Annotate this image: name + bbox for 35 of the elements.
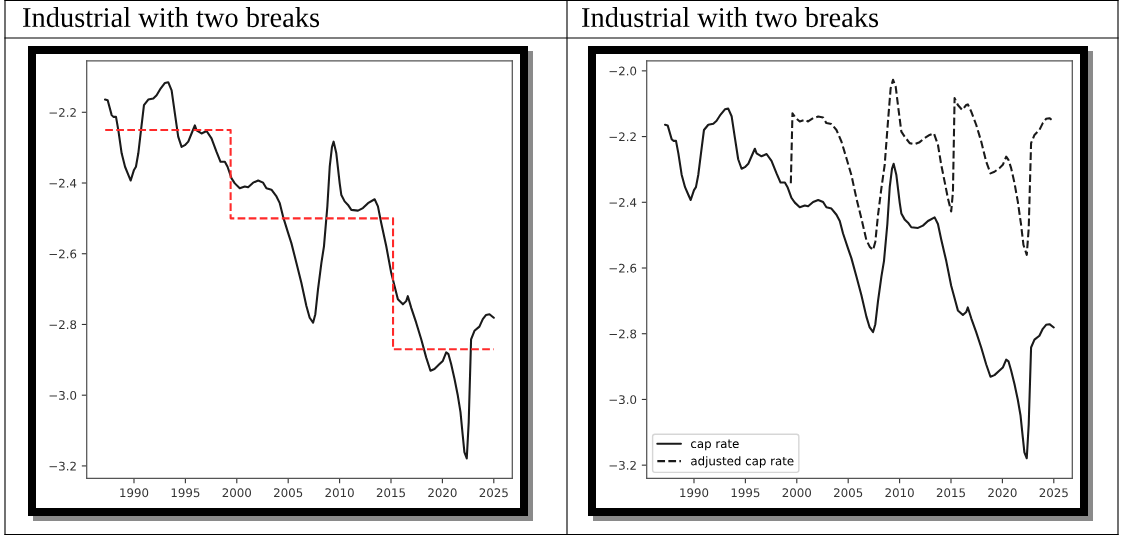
y-tick-label: −2.6 — [609, 263, 637, 273]
y-tick-label: −3.2 — [609, 460, 636, 470]
x-tick-label: 1990 — [120, 488, 149, 498]
x-tick-label: 2020 — [988, 488, 1017, 498]
x-tick-label: 2000 — [782, 488, 812, 498]
y-tick-label: −2.0 — [609, 66, 637, 76]
y-tick-label: −2.8 — [609, 329, 637, 339]
y-tick-label: −2.4 — [609, 198, 637, 207]
y-tick-label: −2.4 — [49, 178, 77, 188]
y-tick-label: −2.2 — [49, 108, 76, 117]
line-series — [103, 81, 495, 460]
y-tick-label: −3.2 — [49, 461, 76, 471]
x-tick-label: 2015 — [376, 488, 405, 498]
x-tick-label: 2010 — [885, 488, 914, 498]
x-tick-label: 1995 — [171, 488, 200, 498]
x-tick-label: 2005 — [274, 488, 303, 498]
y-tick-label: −3.0 — [49, 390, 77, 400]
legend-label: cap rate — [691, 439, 739, 451]
chart-title: Industrial with two breaks — [23, 7, 320, 28]
y-tick-label: −2.8 — [49, 320, 77, 330]
x-tick-label: 2025 — [1039, 488, 1068, 498]
y-tick-label: −2.2 — [609, 132, 636, 142]
x-tick-label: 2005 — [834, 488, 863, 498]
y-tick-label: −3.0 — [609, 395, 637, 405]
legend-label: adjusted cap rate — [691, 456, 794, 468]
x-tick-label: 1990 — [680, 488, 709, 498]
x-tick-label: 1995 — [731, 488, 760, 498]
x-tick-label: 2025 — [479, 488, 508, 498]
chart-title: Industrial with two breaks — [582, 7, 879, 28]
x-tick-label: 2015 — [936, 488, 965, 498]
x-tick-label: 2020 — [428, 488, 457, 498]
x-tick-label: 2000 — [222, 488, 252, 498]
line-series — [789, 78, 1055, 256]
y-tick-label: −2.6 — [49, 249, 77, 259]
x-tick-label: 2010 — [325, 488, 354, 498]
